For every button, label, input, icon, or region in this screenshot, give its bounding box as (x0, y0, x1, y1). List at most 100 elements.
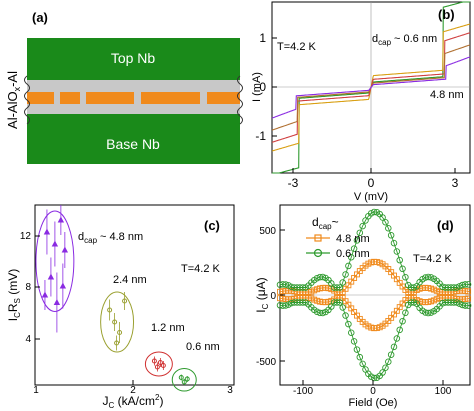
ic-marker (350, 245, 358, 252)
ic-marker (353, 346, 361, 353)
top-nb-layer (27, 38, 240, 80)
panel-d-xticks: -100 0 100 (293, 386, 452, 397)
legend-label-06: 0.6 nm (336, 248, 370, 260)
data-point (151, 358, 157, 364)
ic-curve-1-pos (279, 211, 471, 288)
base-nb-label: Base Nb (106, 136, 160, 152)
panel-d-tickmarks (280, 229, 444, 385)
panel-c-dcap-value: ~ 4.8 nm (100, 231, 143, 243)
panel-b-yticks: 1 0 -1 (255, 31, 266, 143)
ic-marker (379, 214, 386, 221)
ic-marker (385, 358, 392, 366)
panel-b-dcap-value: ~ 0.6 nm (394, 33, 437, 45)
legend-label-48: 4.8 nm (336, 233, 370, 245)
data-point (43, 228, 51, 235)
panel-d-ylabel: I (254, 309, 268, 312)
panel-c-xlabel-sub: C (109, 401, 115, 410)
ic-curve-1-neg (279, 302, 471, 379)
group-ellipse-3 (171, 368, 197, 392)
iv-curves (271, 1, 471, 174)
data-point (181, 379, 187, 385)
panel-c-dcap: d (78, 231, 84, 243)
ic-marker (382, 364, 389, 372)
svg-text:dcap~ 4.8 nm: dcap ~ 4.8 nm (78, 231, 143, 245)
oxide-barrier (27, 92, 240, 104)
break-mark-left (24, 75, 30, 125)
ic-marker (342, 271, 349, 278)
panel-c-xtick: 1 (33, 385, 39, 396)
svg-text:Al-AlOx-Al: Al-AlOx-Al (5, 71, 22, 129)
ic-marker (282, 302, 289, 309)
ic-marker (453, 284, 460, 291)
ic-marker (399, 265, 406, 273)
ic-field-curves (276, 208, 472, 382)
ic-marker (345, 262, 352, 270)
panel-c-group-label: 2.4 nm (113, 274, 147, 286)
ic-marker (359, 222, 366, 230)
group-ellipse-2 (144, 351, 173, 377)
data-point (51, 240, 59, 247)
ic-marker (453, 299, 460, 306)
ic-marker (465, 295, 472, 302)
ic-marker (396, 326, 403, 334)
ic-marker (462, 302, 469, 309)
ic-marker (402, 273, 409, 281)
panel-b-temperature: T=4.2 K (277, 41, 316, 53)
panel-c-temperature: T=4.2 K (181, 263, 220, 275)
panel-c-ytick: 12 (20, 231, 32, 242)
ic-marker (385, 224, 392, 232)
ic-marker (393, 335, 401, 342)
data-point (117, 330, 123, 335)
ic-marker (342, 312, 349, 319)
panel-d-dcap: d (312, 215, 319, 229)
ic-marker (424, 309, 432, 317)
data-point (61, 246, 69, 253)
svg-text:IC (μA): IC (μA) (254, 277, 270, 312)
panel-b-dcap: d (372, 33, 378, 45)
ic-marker (348, 253, 355, 261)
ic-marker (353, 237, 361, 244)
panel-c-xtick: 3 (227, 385, 233, 396)
panel-c-ylabel-mid: R (6, 303, 20, 312)
ic-marker (399, 317, 406, 325)
ic-marker (370, 208, 378, 216)
ic-marker (390, 343, 398, 351)
panel-b: (b) T=4.2 K dcap ~ 0.6 nm 4.8 nm I (mA) V… (251, 1, 471, 203)
break-mark-right (237, 75, 243, 125)
ic-marker (282, 281, 289, 288)
panel-c-ylabel-unit: (mV) (6, 269, 20, 298)
ic-marker (299, 284, 307, 291)
panel-c-frame (34, 204, 235, 386)
top-nb-label: Top Nb (111, 50, 156, 66)
panel-b-label: (b) (438, 7, 455, 22)
base-nb-layer (27, 114, 240, 164)
group-ellipse-0 (35, 210, 75, 312)
panel-c-tickmarks (35, 235, 134, 385)
ic-marker (336, 284, 344, 291)
ic-marker (387, 232, 395, 239)
panel-b-dcap-sub: cap (378, 38, 391, 47)
group-ellipse-1 (100, 291, 135, 353)
ic-marker (356, 229, 364, 237)
panel-d-xlabel: Field (Oe) (349, 397, 398, 409)
panel-d-xtick: 100 (435, 386, 452, 397)
barrier-label: Al-AlO (5, 91, 20, 129)
panel-c-xlabel-unit: (kA/cm (114, 394, 155, 408)
panel-d-dcap-tilde: ~ (332, 215, 339, 229)
ic-marker (299, 299, 307, 306)
panel-c-xticks: 1 2 3 (33, 385, 233, 396)
legend-marker-48 (314, 234, 322, 242)
data-point (122, 298, 128, 304)
ic-marker (465, 288, 472, 295)
data-point (178, 375, 184, 380)
ic-marker (382, 218, 389, 226)
icrs-scatter (35, 205, 197, 392)
ic-marker (319, 273, 327, 281)
panel-c-dcap-sub: cap (84, 236, 97, 245)
ic-marker (393, 248, 401, 255)
ic-marker (350, 338, 358, 345)
data-point (154, 364, 160, 370)
panel-c-ylabel-sub2: S (13, 298, 22, 303)
panel-d-legend: 4.8 nm 0.6 nm (306, 233, 370, 260)
barrier-label-suffix: -Al (5, 71, 20, 87)
